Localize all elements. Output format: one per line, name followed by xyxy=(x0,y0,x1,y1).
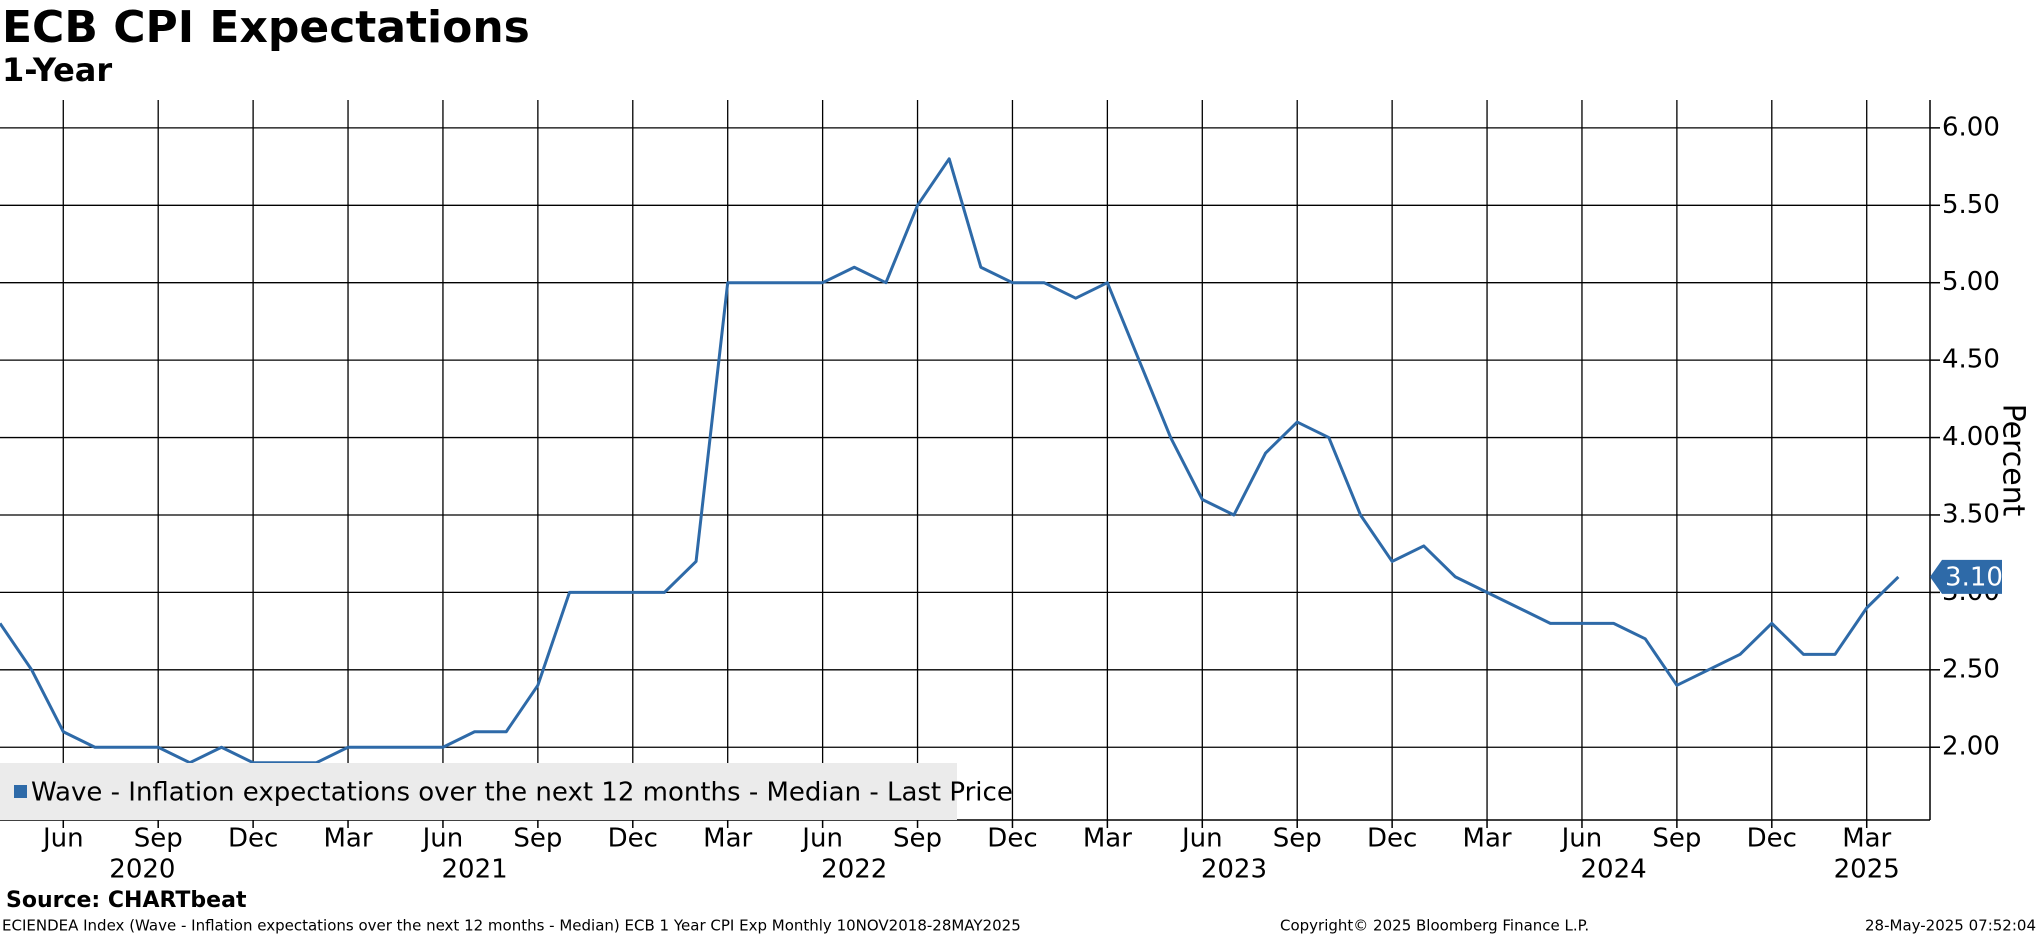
x-tick-label: Mar xyxy=(1083,824,1132,854)
legend-box xyxy=(0,763,957,820)
x-tick-label: Sep xyxy=(1273,824,1322,854)
y-tick-label: 3.50 xyxy=(1942,499,2000,529)
x-tick-label: Dec xyxy=(608,824,658,854)
last-price-tag xyxy=(1930,559,2002,594)
x-tick-label: Sep xyxy=(134,824,183,854)
legend-swatch xyxy=(14,785,27,798)
y-tick-label: 2.50 xyxy=(1942,654,2000,684)
legend-label: Wave - Inflation expectations over the n… xyxy=(31,778,1013,808)
y-axis-label: Percent xyxy=(1996,404,2031,517)
chart-title: ECB CPI Expectations xyxy=(2,2,530,53)
x-tick-label: Jun xyxy=(1180,824,1223,854)
footer-right: 28-May-2025 07:52:04 xyxy=(1865,917,2036,935)
x-tick-label: Mar xyxy=(324,824,373,854)
x-tick-label: Mar xyxy=(703,824,752,854)
y-tick-label: 2.00 xyxy=(1942,732,2000,762)
source: Source: CHARTbeat xyxy=(6,888,247,913)
x-tick-label: Sep xyxy=(513,824,562,854)
value-label: 3.10 xyxy=(1945,562,2003,592)
x-tick-label: Jun xyxy=(41,824,84,854)
x-year-label: 2022 xyxy=(821,855,887,885)
series-line xyxy=(0,157,1900,765)
x-year-label: 2020 xyxy=(109,855,175,885)
x-tick-label: Jun xyxy=(800,824,843,854)
y-tick-label: 5.00 xyxy=(1942,267,2000,297)
y-tick-label: 5.50 xyxy=(1942,190,2000,220)
x-year-label: 2024 xyxy=(1581,855,1647,885)
footer-center: Copyright© 2025 Bloomberg Finance L.P. xyxy=(1280,917,1589,935)
x-tick-label: Jun xyxy=(421,824,464,854)
x-year-label: 2025 xyxy=(1834,855,1900,885)
x-tick-label: Dec xyxy=(1367,824,1417,854)
x-year-label: 2023 xyxy=(1201,855,1267,885)
chart-subtitle: 1-Year xyxy=(2,51,112,89)
x-tick-label: Sep xyxy=(893,824,942,854)
footer-left: ECIENDEA Index (Wave - Inflation expecta… xyxy=(2,917,1021,935)
x-tick-label: Dec xyxy=(228,824,278,854)
y-tick-label: 4.50 xyxy=(1942,345,2000,375)
x-tick-label: Dec xyxy=(987,824,1037,854)
x-tick-label: Mar xyxy=(1463,824,1512,854)
x-tick-label: Mar xyxy=(1842,824,1891,854)
x-year-label: 2021 xyxy=(442,855,508,885)
y-tick-label: 6.00 xyxy=(1942,112,2000,142)
y-tick-label: 4.00 xyxy=(1942,422,2000,452)
x-tick-label: Jun xyxy=(1560,824,1603,854)
x-tick-label: Dec xyxy=(1747,824,1797,854)
x-tick-label: Sep xyxy=(1652,824,1701,854)
